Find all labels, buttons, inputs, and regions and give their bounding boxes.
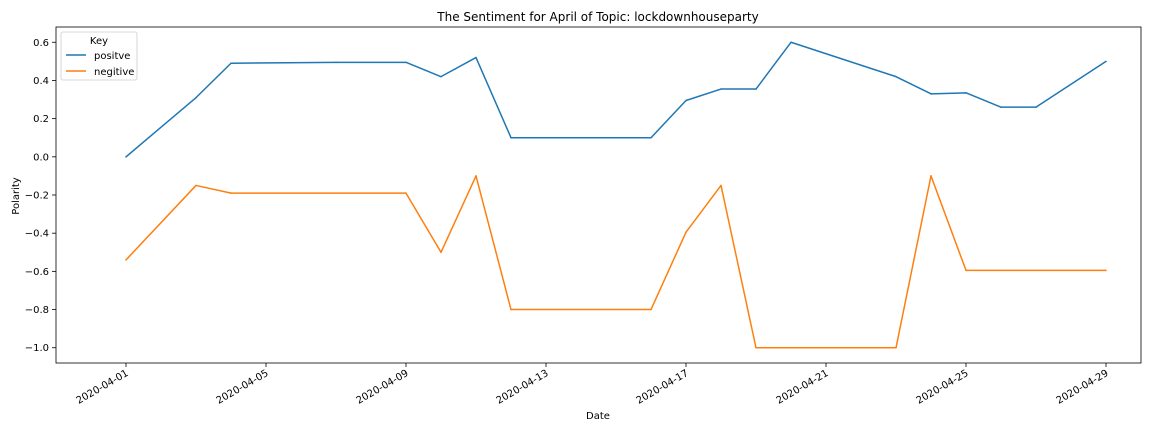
series-layer [125,41,1107,349]
data-point-positve [405,61,407,64]
data-point-positve [895,75,897,78]
y-axis-title: Polarity [11,177,22,215]
data-point-negitive [965,269,967,272]
y-tick-label: −0.6 [25,267,49,278]
y-tick-label: −1.0 [25,343,49,354]
plot-frame [55,26,1142,364]
legend-label-negitive: negitive [94,67,134,78]
data-point-positve [510,136,512,139]
data-point-positve [335,61,337,64]
data-point-negitive [195,184,197,187]
data-point-negitive [685,231,687,234]
data-point-positve [650,136,652,139]
data-point-negitive [405,192,407,194]
data-point-positve [230,62,232,65]
data-point-positve [790,41,792,44]
legend: Key positve negitive [60,31,138,81]
legend-label-positve: positve [94,51,130,62]
data-point-negitive [650,308,652,311]
y-tick-label: −0.4 [25,229,49,240]
y-tick-label: −0.2 [25,191,49,202]
data-point-positve [720,88,722,90]
data-point-positve [1035,106,1037,108]
y-axis-ticks: −1.0 −0.8 −0.6 −0.4 −0.2 0.0 0.2 0.4 0.6 [25,38,56,354]
data-point-negitive [230,192,232,194]
y-tick-label: −0.8 [25,305,49,316]
y-tick-label: 0.4 [33,76,49,87]
data-point-negitive [440,251,442,254]
data-point-negitive [475,175,477,177]
legend-title: Key [90,36,108,47]
data-point-negitive [720,184,722,187]
data-point-positve [125,156,127,158]
data-point-negitive [510,308,512,311]
x-axis-title: Date [586,411,610,422]
data-point-positve [1000,106,1002,108]
data-point-positve [755,88,757,90]
data-point-positve [475,56,477,59]
data-point-positve [440,75,442,78]
data-point-negitive [895,346,897,349]
data-point-positve [685,99,687,102]
data-point-negitive [930,175,932,177]
chart-title: The Sentiment for April of Topic: lockdo… [436,10,758,24]
data-point-positve [195,96,197,99]
data-point-negitive [125,259,127,261]
y-tick-label: 0.2 [33,114,49,125]
y-tick-label: 0.0 [33,152,49,163]
data-point-negitive [1105,269,1107,272]
data-point-positve [930,93,932,95]
legend-box [60,31,138,81]
y-tick-label: 0.6 [33,38,49,49]
data-point-positve [965,92,967,94]
data-point-positve [1105,60,1107,63]
data-point-negitive [755,346,757,349]
